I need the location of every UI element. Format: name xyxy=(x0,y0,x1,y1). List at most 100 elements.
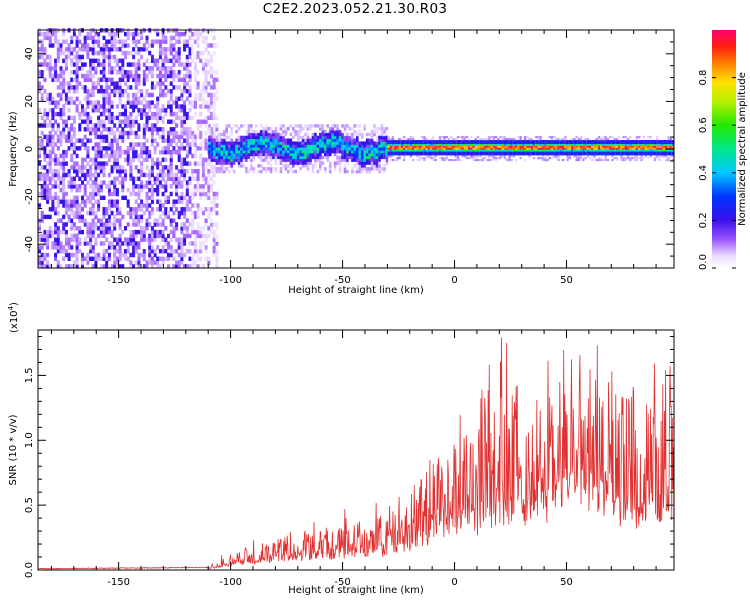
spectrogram-cell xyxy=(571,140,574,143)
spectrogram-cell xyxy=(385,158,389,162)
spectrogram-cell xyxy=(99,195,103,200)
spectrogram-cell xyxy=(169,119,173,124)
spectrogram-cell xyxy=(215,161,219,165)
spectrogram-cell xyxy=(129,31,133,37)
spectrogram-cell xyxy=(113,92,117,98)
spectrogram-cell xyxy=(175,134,179,140)
spectrogram-cell xyxy=(394,151,397,154)
y-tick-label: -20 xyxy=(24,188,35,204)
spectrogram-cell xyxy=(164,188,168,193)
spectrogram-cell xyxy=(210,199,213,204)
spectrogram-cell xyxy=(199,207,203,212)
spectrogram-cell xyxy=(400,147,404,150)
spectrogram-cell xyxy=(169,172,173,178)
spectrogram-cell xyxy=(274,127,278,131)
spectrogram-cell xyxy=(204,142,208,147)
spectrogram-cell xyxy=(629,136,632,139)
spectrogram-cell xyxy=(48,39,52,44)
x-tick-label: -150 xyxy=(107,275,130,286)
spectrogram-cell xyxy=(107,157,111,162)
spectrogram-cell xyxy=(134,134,138,140)
spectrogram-cell xyxy=(115,142,119,147)
spectrogram-cell xyxy=(257,155,261,160)
spectrogram-cell xyxy=(70,77,74,82)
spectrogram-cell xyxy=(145,104,149,109)
spectrogram-cell xyxy=(465,141,468,144)
spectrogram-cell xyxy=(468,157,471,160)
spectrogram-cell xyxy=(360,132,364,137)
spectrogram-cell xyxy=(403,149,406,152)
spectrogram-cell xyxy=(105,249,109,254)
spectrogram-cell xyxy=(102,214,106,220)
spectrogram-cell xyxy=(75,138,79,143)
spectrogram-cell xyxy=(365,138,369,142)
spectrogram-cell xyxy=(67,115,71,121)
spectrogram-cell xyxy=(134,66,138,71)
spectrogram-cell xyxy=(311,141,315,145)
spectrogram-cell xyxy=(338,147,342,151)
spectrogram-cell xyxy=(121,111,125,117)
spectrogram-cell xyxy=(115,218,119,223)
spectrogram-cell xyxy=(183,111,187,117)
spectrogram-cell xyxy=(544,153,547,156)
spectrogram-cell xyxy=(75,70,79,75)
spectrogram-cell xyxy=(259,152,263,157)
spectrogram-cell xyxy=(319,164,322,168)
spectrogram-cell xyxy=(107,62,111,67)
spectrogram-cell xyxy=(662,147,666,150)
spectrogram-cell xyxy=(40,252,44,258)
spectrogram-cell xyxy=(51,241,55,246)
spectrogram-cell xyxy=(118,241,122,246)
spectrogram-cell xyxy=(245,158,248,162)
spectrogram-cell xyxy=(218,161,221,165)
spectrogram-cell xyxy=(615,138,619,141)
spectrogram-cell xyxy=(452,143,455,146)
spectrogram-cell xyxy=(465,143,468,146)
spectrogram-cell xyxy=(137,50,141,56)
spectrogram-cell xyxy=(215,252,219,258)
spectrogram-x-axis-label: Height of straight line (km) xyxy=(288,285,424,296)
spectrogram-cell xyxy=(595,159,598,162)
spectrogram-cell xyxy=(177,169,181,174)
spectrogram-cell xyxy=(75,195,79,200)
spectrogram-cell xyxy=(204,161,208,166)
spectrogram-cell xyxy=(272,135,275,140)
spectrogram-cell xyxy=(201,81,205,86)
spectrogram-cell xyxy=(452,140,455,143)
spectrogram-cell xyxy=(604,136,607,139)
spectrogram-cell xyxy=(629,153,632,156)
spectrogram-cell xyxy=(292,169,295,174)
spectrogram-cell xyxy=(134,153,138,159)
spectrogram-cell xyxy=(403,143,406,146)
spectrogram-cell xyxy=(75,62,79,67)
spectrogram-cell xyxy=(247,132,251,137)
spectrogram-cell xyxy=(70,203,74,208)
spectrogram-cell xyxy=(287,164,290,168)
spectrogram-cell xyxy=(264,169,268,174)
spectrogram-cell xyxy=(459,140,462,143)
spectrogram-cell xyxy=(102,153,106,159)
spectrogram-cell xyxy=(46,195,50,200)
spectrogram-cell xyxy=(485,138,489,141)
spectrogram-cell xyxy=(579,141,583,144)
spectrogram-cell xyxy=(454,140,457,143)
spectrogram-cell xyxy=(272,150,275,154)
spectrogram-cell xyxy=(264,135,268,140)
spectrogram-cell xyxy=(94,127,98,132)
spectrogram-cell xyxy=(331,132,334,137)
spectrogram-cell xyxy=(56,260,60,265)
spectrogram-cell xyxy=(164,165,168,170)
spectrogram-cell xyxy=(394,140,397,143)
spectrogram-cell xyxy=(196,92,200,98)
spectrogram-cell xyxy=(132,96,136,101)
spectrogram-cell xyxy=(375,141,379,145)
spectrogram-cell xyxy=(40,39,44,44)
spectrogram-cell xyxy=(94,157,98,162)
spectrogram-cell xyxy=(343,130,347,134)
spectrogram-cell xyxy=(391,153,395,156)
spectrogram-cell xyxy=(183,241,187,246)
spectrogram-cell xyxy=(110,180,114,185)
spectrogram-cell xyxy=(378,167,381,171)
spectrogram-cell xyxy=(591,151,594,154)
spectrogram-cell xyxy=(132,180,136,185)
